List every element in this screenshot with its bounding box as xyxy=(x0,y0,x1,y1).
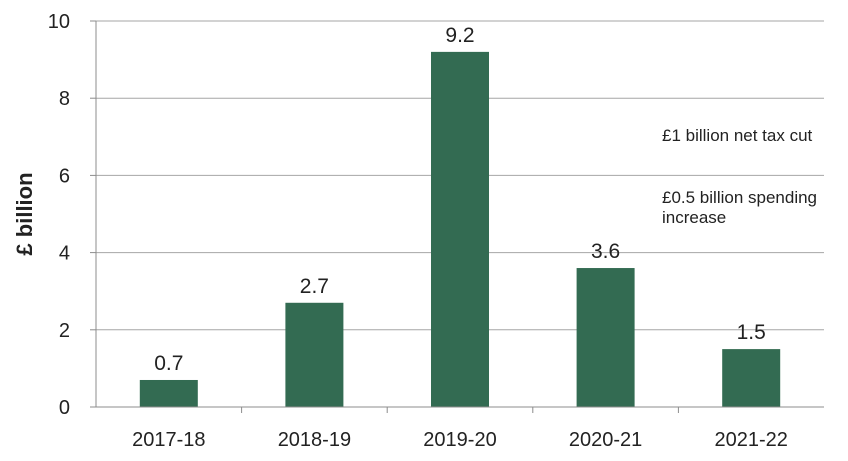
annotation-tax-cut: £1 billion net tax cut xyxy=(662,126,813,145)
data-label-2019-20: 9.2 xyxy=(445,24,474,47)
data-label-2021-22: 1.5 xyxy=(737,321,766,344)
x-tick-label-2017-18: 2017-18 xyxy=(132,429,205,451)
x-tick-label-2018-19: 2018-19 xyxy=(278,429,351,451)
y-tick-label: 2 xyxy=(59,320,70,342)
bar-2018-19 xyxy=(285,302,344,407)
x-tick-label-2021-22: 2021-22 xyxy=(714,429,787,451)
labels: 0 2 4 6 8 10 0.7 2017-18 2.7 2018-19 9.2 2019-20 3.6… xyxy=(48,11,788,451)
bars xyxy=(139,51,781,407)
y-tick-label: 0 xyxy=(59,397,70,419)
y-axis-title: £ billion xyxy=(12,172,37,255)
data-label-2018-19: 2.7 xyxy=(300,275,329,298)
axes xyxy=(90,20,824,413)
data-label-2017-18: 0.7 xyxy=(154,352,183,375)
y-tick-label: 8 xyxy=(59,88,70,110)
y-tick-label: 4 xyxy=(59,243,70,265)
x-tick-label-2019-20: 2019-20 xyxy=(423,429,496,451)
bar-2021-22 xyxy=(722,349,781,407)
annotation-spending-increase: £0.5 billion spending increase xyxy=(662,188,818,227)
bar-2017-18 xyxy=(139,379,198,407)
x-tick-label-2020-21: 2020-21 xyxy=(569,429,642,451)
data-label-2020-21: 3.6 xyxy=(591,240,620,263)
bar-2020-21 xyxy=(576,268,635,407)
bar-2019-20 xyxy=(431,51,489,407)
y-tick-label: 6 xyxy=(59,165,70,187)
y-tick-label: 10 xyxy=(48,11,70,33)
